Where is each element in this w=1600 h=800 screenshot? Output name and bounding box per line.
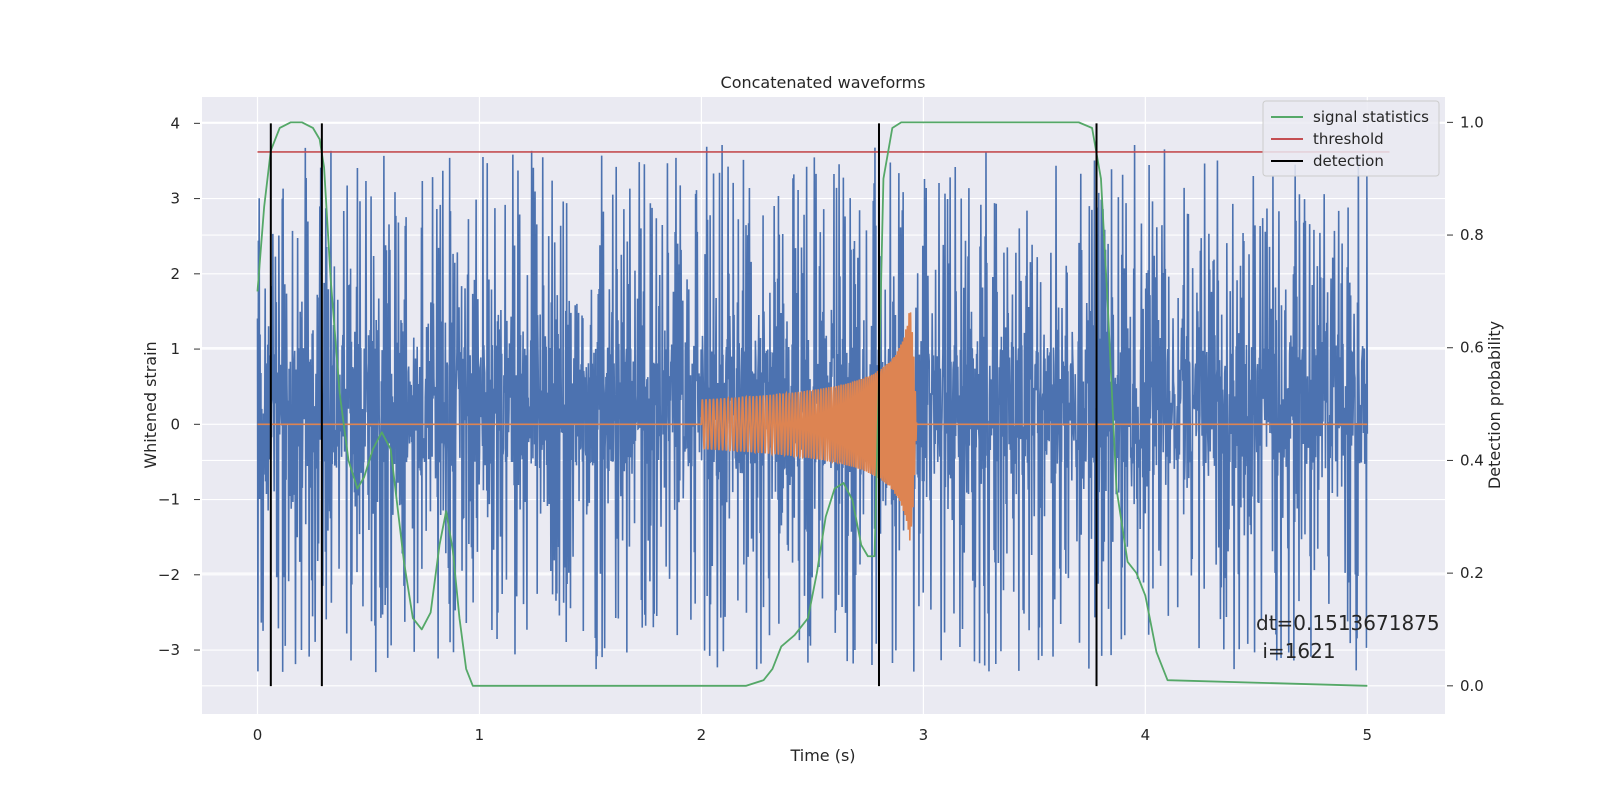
annotation-i: i=1621 [1256, 639, 1336, 663]
y2-tick-label: 0.8 [1460, 226, 1484, 244]
y-tick-label: −2 [158, 566, 180, 584]
y-tick-label: −1 [158, 491, 180, 509]
template-series [257, 312, 1368, 541]
legend-label: detection [1313, 152, 1384, 170]
x-tick-label: 3 [919, 726, 929, 744]
y-tick-label: −3 [158, 641, 180, 659]
legend-label: signal statistics [1313, 108, 1429, 126]
annotation-dt: dt=0.1513671875 [1256, 611, 1440, 635]
y-tick-label: 0 [170, 415, 180, 433]
x-tick-label: 0 [253, 726, 263, 744]
y2-tick-label: 0.2 [1460, 564, 1484, 582]
x-tick-label: 5 [1363, 726, 1373, 744]
y-tick-label: 2 [170, 265, 180, 283]
series-layer [256, 121, 1390, 687]
y-tick-label: 3 [170, 190, 180, 208]
legend-box [1262, 100, 1440, 177]
strain-series [256, 144, 1369, 673]
x-tick-label: 2 [697, 726, 707, 744]
y2-axis-label: Detection probability [1485, 321, 1504, 489]
x-tick-label: 4 [1141, 726, 1151, 744]
x-tick-label: 1 [475, 726, 485, 744]
y2-tick-label: 0.0 [1460, 677, 1484, 695]
y-axis-label: Whitened strain [141, 341, 160, 468]
y2-tick-label: 0.6 [1460, 339, 1484, 357]
chart-title: Concatenated waveforms [721, 73, 926, 92]
legend: signal statistics threshold detection [1262, 100, 1440, 177]
y-tick-label: 1 [170, 340, 180, 358]
y2-tick-label: 1.0 [1460, 113, 1484, 131]
signal-statistics-line [256, 121, 1368, 687]
x-axis-label: Time (s) [789, 746, 855, 765]
y2-tick-label: 0.4 [1460, 451, 1484, 469]
ticks: 0 1 2 3 4 5 −3 −2 −1 0 1 2 3 4 0.0 0.2 0.4 0.6 0.8 1.0 [158, 113, 1484, 744]
y-tick-label: 4 [170, 114, 180, 132]
legend-label: threshold [1313, 130, 1384, 148]
